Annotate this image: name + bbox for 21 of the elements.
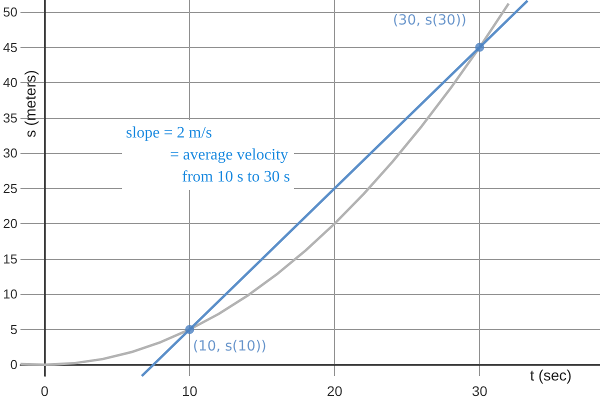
annotation: (10, s(10)) [192,338,267,354]
y-tick-label: 20 [2,216,18,232]
y-tick-label: 15 [2,251,18,266]
y-tick-label: 35 [2,110,18,126]
annotation: (30, s(30)) [392,12,466,28]
y-tick-label: 10 [2,286,18,302]
y-tick-label: 30 [2,146,18,161]
y-tick-label: 45 [2,40,18,55]
annotation: slope = 2 m/s = average velocity from 10 s to 30 s [126,124,290,186]
y-tick-label: 40 [2,75,18,90]
x-tick-label: 0 [40,383,49,398]
line-series [19,2,510,366]
x-tick-label: 30 [472,383,488,398]
x-tick-label: 20 [326,383,343,398]
x-tick-label: 10 [182,383,198,398]
y-tick-label: 25 [2,180,18,196]
y-tick-label: 50 [2,4,18,20]
y-tick-label: 5 [10,322,18,337]
y-tick-label: 0 [10,357,18,372]
y-axis-title: s (meters) [22,70,40,138]
x-axis-title: t (sec) [530,368,572,385]
